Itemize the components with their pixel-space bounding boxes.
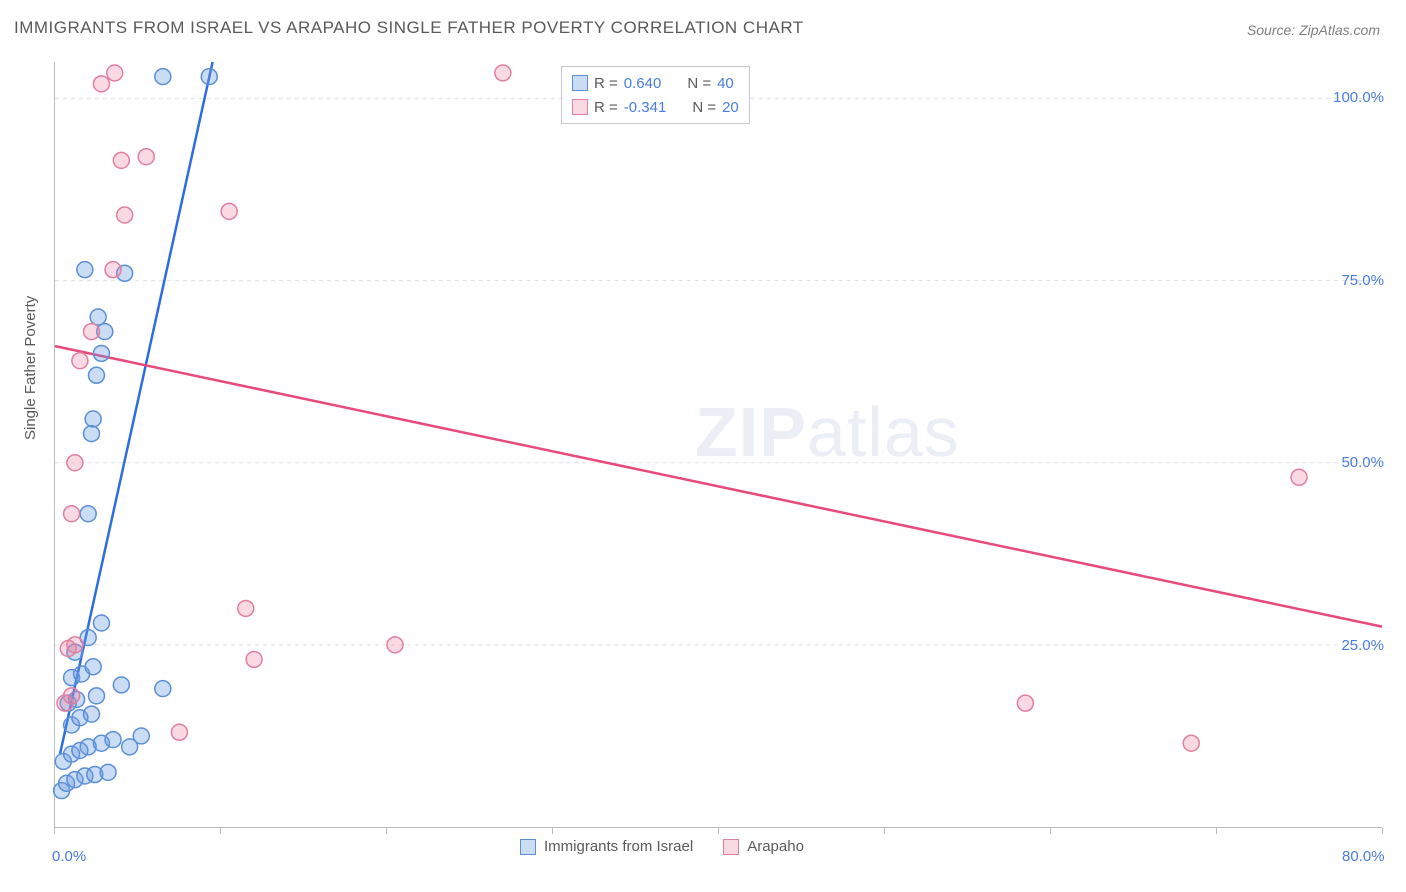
data-point-arapaho [1017, 695, 1033, 711]
legend-stat-row-israel: R = 0.640 N = 40 [572, 71, 739, 95]
data-point-arapaho [495, 65, 511, 81]
x-tick-mark [220, 828, 221, 834]
data-point-arapaho [105, 262, 121, 278]
n-value: 40 [717, 75, 734, 92]
data-point-israel [155, 69, 171, 85]
r-label: R = [594, 99, 618, 116]
data-point-arapaho [1183, 735, 1199, 751]
legend-label: Immigrants from Israel [544, 838, 693, 855]
x-tick-mark [54, 828, 55, 834]
x-tick-label: 0.0% [52, 848, 86, 865]
data-point-israel [80, 506, 96, 522]
y-tick-label: 100.0% [1333, 89, 1384, 106]
legend-stat-row-arapaho: R = -0.341 N = 20 [572, 95, 739, 119]
trend-line-arapaho [55, 346, 1382, 627]
n-label: N = [692, 99, 716, 116]
legend-series: Immigrants from Israel Arapaho [520, 838, 804, 855]
data-point-arapaho [64, 506, 80, 522]
data-point-israel [133, 728, 149, 744]
data-point-israel [100, 764, 116, 780]
chart-svg [55, 62, 1382, 827]
data-point-arapaho [221, 203, 237, 219]
r-label: R = [594, 75, 618, 92]
data-point-israel [93, 345, 109, 361]
data-point-arapaho [117, 207, 133, 223]
data-point-arapaho [246, 651, 262, 667]
x-tick-mark [1216, 828, 1217, 834]
data-point-arapaho [138, 149, 154, 165]
x-tick-mark [884, 828, 885, 834]
data-point-israel [77, 262, 93, 278]
data-point-arapaho [1291, 469, 1307, 485]
data-point-israel [90, 309, 106, 325]
chart-container: IMMIGRANTS FROM ISRAEL VS ARAPAHO SINGLE… [0, 0, 1406, 892]
n-value: 20 [722, 99, 739, 116]
n-label: N = [687, 75, 711, 92]
chart-title: IMMIGRANTS FROM ISRAEL VS ARAPAHO SINGLE… [14, 18, 804, 38]
data-point-arapaho [72, 353, 88, 369]
data-point-israel [113, 677, 129, 693]
data-point-arapaho [67, 637, 83, 653]
legend-stats-box: R = 0.640 N = 40 R = -0.341 N = 20 [561, 66, 750, 124]
x-tick-mark [386, 828, 387, 834]
data-point-arapaho [387, 637, 403, 653]
x-tick-label: 80.0% [1342, 848, 1385, 865]
y-tick-label: 50.0% [1341, 454, 1384, 471]
data-point-arapaho [113, 152, 129, 168]
data-point-israel [83, 706, 99, 722]
x-tick-mark [1382, 828, 1383, 834]
data-point-arapaho [238, 600, 254, 616]
x-tick-mark [718, 828, 719, 834]
legend-label: Arapaho [747, 838, 804, 855]
data-point-arapaho [64, 688, 80, 704]
data-point-israel [83, 426, 99, 442]
legend-swatch-israel [520, 839, 536, 855]
r-value: -0.341 [624, 99, 667, 116]
data-point-arapaho [107, 65, 123, 81]
legend-item-israel: Immigrants from Israel [520, 838, 693, 855]
source-prefix: Source: [1247, 22, 1299, 38]
data-point-arapaho [93, 76, 109, 92]
x-tick-mark [1050, 828, 1051, 834]
data-point-israel [88, 688, 104, 704]
legend-swatch-arapaho [572, 99, 588, 115]
x-tick-mark [552, 828, 553, 834]
source-name: ZipAtlas.com [1299, 22, 1380, 38]
r-value: 0.640 [624, 75, 662, 92]
data-point-israel [201, 69, 217, 85]
y-axis-label: Single Father Poverty [22, 296, 39, 440]
source-attribution: Source: ZipAtlas.com [1247, 22, 1380, 38]
data-point-israel [105, 732, 121, 748]
data-point-arapaho [171, 724, 187, 740]
legend-item-arapaho: Arapaho [723, 838, 804, 855]
data-point-israel [88, 367, 104, 383]
data-point-israel [155, 681, 171, 697]
legend-swatch-arapaho [723, 839, 739, 855]
y-tick-label: 75.0% [1341, 272, 1384, 289]
data-point-israel [85, 411, 101, 427]
data-point-arapaho [67, 455, 83, 471]
data-point-arapaho [83, 324, 99, 340]
plot-area: ZIPatlas R = 0.640N = 40R = -0.341N = 20 [54, 62, 1382, 828]
data-point-israel [85, 659, 101, 675]
y-tick-label: 25.0% [1341, 637, 1384, 654]
data-point-israel [93, 615, 109, 631]
legend-swatch-israel [572, 75, 588, 91]
